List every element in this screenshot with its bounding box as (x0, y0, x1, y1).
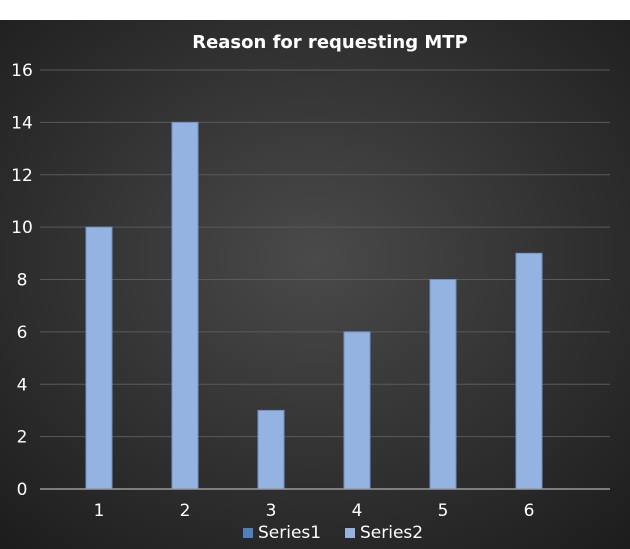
bar-series2-4[interactable] (343, 331, 371, 490)
y-tick-label: 2 (17, 428, 28, 448)
legend-swatch-series1 (243, 528, 253, 538)
x-tick-label: 3 (266, 501, 277, 521)
y-tick-label: 14 (11, 113, 33, 133)
bar-series2-1[interactable] (85, 226, 113, 490)
y-tick-label: 16 (11, 61, 33, 81)
x-tick-label: 5 (438, 501, 449, 521)
y-tick-label: 6 (17, 323, 28, 343)
x-tick-label: 2 (180, 501, 191, 521)
x-tick-label: 1 (94, 501, 105, 521)
y-tick-label: 10 (11, 218, 33, 238)
gridlines (40, 69, 610, 438)
y-tick-label: 8 (17, 271, 28, 291)
x-tick-label: 4 (352, 501, 363, 521)
chart-title: Reason for requesting MTP (192, 32, 468, 53)
y-tick-label: 12 (11, 166, 33, 186)
bar-series2-3[interactable] (257, 409, 285, 490)
y-tick-label: 4 (17, 375, 28, 395)
x-tick-labels: 1 2 3 4 5 6 (94, 501, 535, 521)
y-tick-label: 0 (17, 480, 28, 500)
bars (85, 121, 543, 490)
legend-label-series1: Series1 (258, 523, 321, 543)
legend-swatch-series2 (345, 528, 355, 538)
y-tick-labels: 0 2 4 6 8 10 12 14 16 (11, 61, 33, 500)
legend[interactable]: Series1 Series2 (243, 523, 423, 543)
bar-series2-6[interactable] (515, 252, 543, 490)
legend-label-series2: Series2 (360, 523, 423, 543)
x-tick-label: 6 (524, 501, 535, 521)
bar-series2-5[interactable] (429, 279, 457, 490)
bar-series2-2[interactable] (171, 121, 199, 490)
